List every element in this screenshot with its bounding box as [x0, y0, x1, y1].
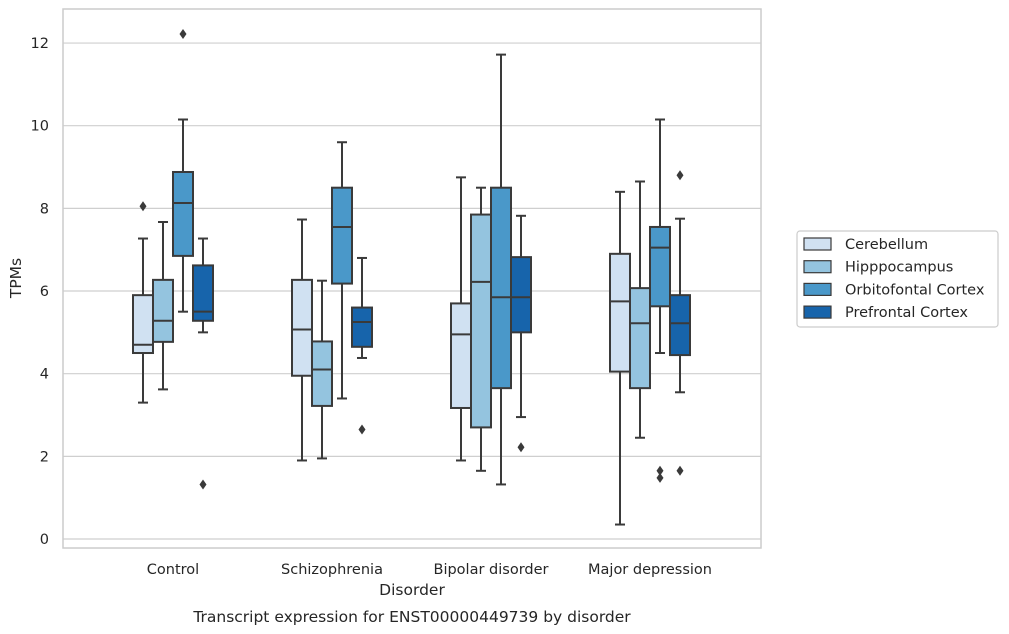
box-1-2: [331, 141, 353, 400]
box-iqr: [490, 186, 512, 390]
legend-label: Cerebellum: [845, 237, 928, 253]
x-axis-label: Disorder: [379, 581, 445, 599]
box-1-0: [291, 218, 313, 462]
box-iqr: [510, 256, 532, 334]
legend-swatch: [803, 305, 832, 319]
x-tick-labels: Control Schizophrenia Bipolar disorder Majo…: [147, 562, 712, 578]
box-0-1: [152, 220, 174, 391]
box-iqr: [291, 278, 313, 377]
legend: Cerebellum Hipppocampus Orbitofontal Corte…: [796, 230, 999, 328]
outlier-point: [199, 479, 207, 490]
legend-swatch: [803, 237, 832, 251]
legend-swatch: [803, 260, 832, 274]
box-groups: [132, 28, 691, 526]
box-iqr: [450, 302, 472, 409]
y-tick-label: 0: [40, 532, 49, 548]
legend-label: Hipppocampus: [845, 260, 953, 276]
y-tick-label: 8: [40, 201, 49, 217]
box-1-1: [311, 279, 333, 460]
y-tick-label: 4: [40, 367, 49, 383]
y-tick-label: 12: [31, 36, 49, 52]
box-iqr: [629, 287, 651, 390]
box-2-0: [450, 176, 472, 462]
box-iqr: [351, 306, 373, 348]
box-2-2: [490, 53, 512, 486]
outlier-point: [517, 442, 525, 453]
box-3-0: [609, 190, 631, 526]
outlier-point: [139, 201, 147, 212]
y-tick-label: 2: [40, 449, 49, 465]
box-iqr: [172, 170, 194, 257]
box-0-3: [192, 237, 214, 490]
x-tick-label: Schizophrenia: [281, 562, 383, 578]
box-iqr: [152, 278, 174, 343]
y-tick-labels: 0 2 4 6 8 10 12: [31, 36, 49, 548]
box-iqr: [331, 186, 353, 285]
outlier-point: [676, 465, 684, 476]
y-tick-label: 10: [31, 119, 49, 135]
box-0-0: [132, 201, 154, 404]
plot-frame: [62, 8, 762, 549]
legend-frame: [796, 230, 999, 328]
outlier-point: [358, 424, 366, 435]
legend-label: Prefrontal Cortex: [845, 305, 968, 321]
outlier-point: [656, 465, 664, 476]
box-iqr: [470, 213, 492, 429]
box-2-3: [510, 214, 532, 453]
box-iqr: [669, 294, 691, 357]
x-tick-label: Major depression: [588, 562, 712, 578]
legend-label: Orbitofontal Cortex: [845, 282, 985, 298]
box-3-3: [669, 170, 691, 476]
box-1-3: [351, 256, 373, 435]
box-2-1: [470, 186, 492, 472]
box-0-2: [172, 28, 194, 313]
y-tick-label: 6: [40, 284, 49, 300]
legend-swatch: [803, 282, 832, 296]
y-axis-label: TPMs: [7, 258, 25, 299]
box-3-1: [629, 180, 651, 439]
outlier-point: [676, 170, 684, 181]
box-iqr: [609, 252, 631, 373]
box-iqr: [649, 225, 671, 308]
outlier-point: [179, 28, 187, 39]
box-iqr: [311, 340, 333, 407]
chart-caption: Transcript expression for ENST0000044973…: [192, 608, 631, 626]
box-3-2: [649, 118, 671, 483]
box-iqr: [192, 264, 214, 322]
outlier-point: [656, 472, 664, 483]
x-tick-label: Control: [147, 562, 199, 578]
x-tick-label: Bipolar disorder: [434, 562, 549, 578]
